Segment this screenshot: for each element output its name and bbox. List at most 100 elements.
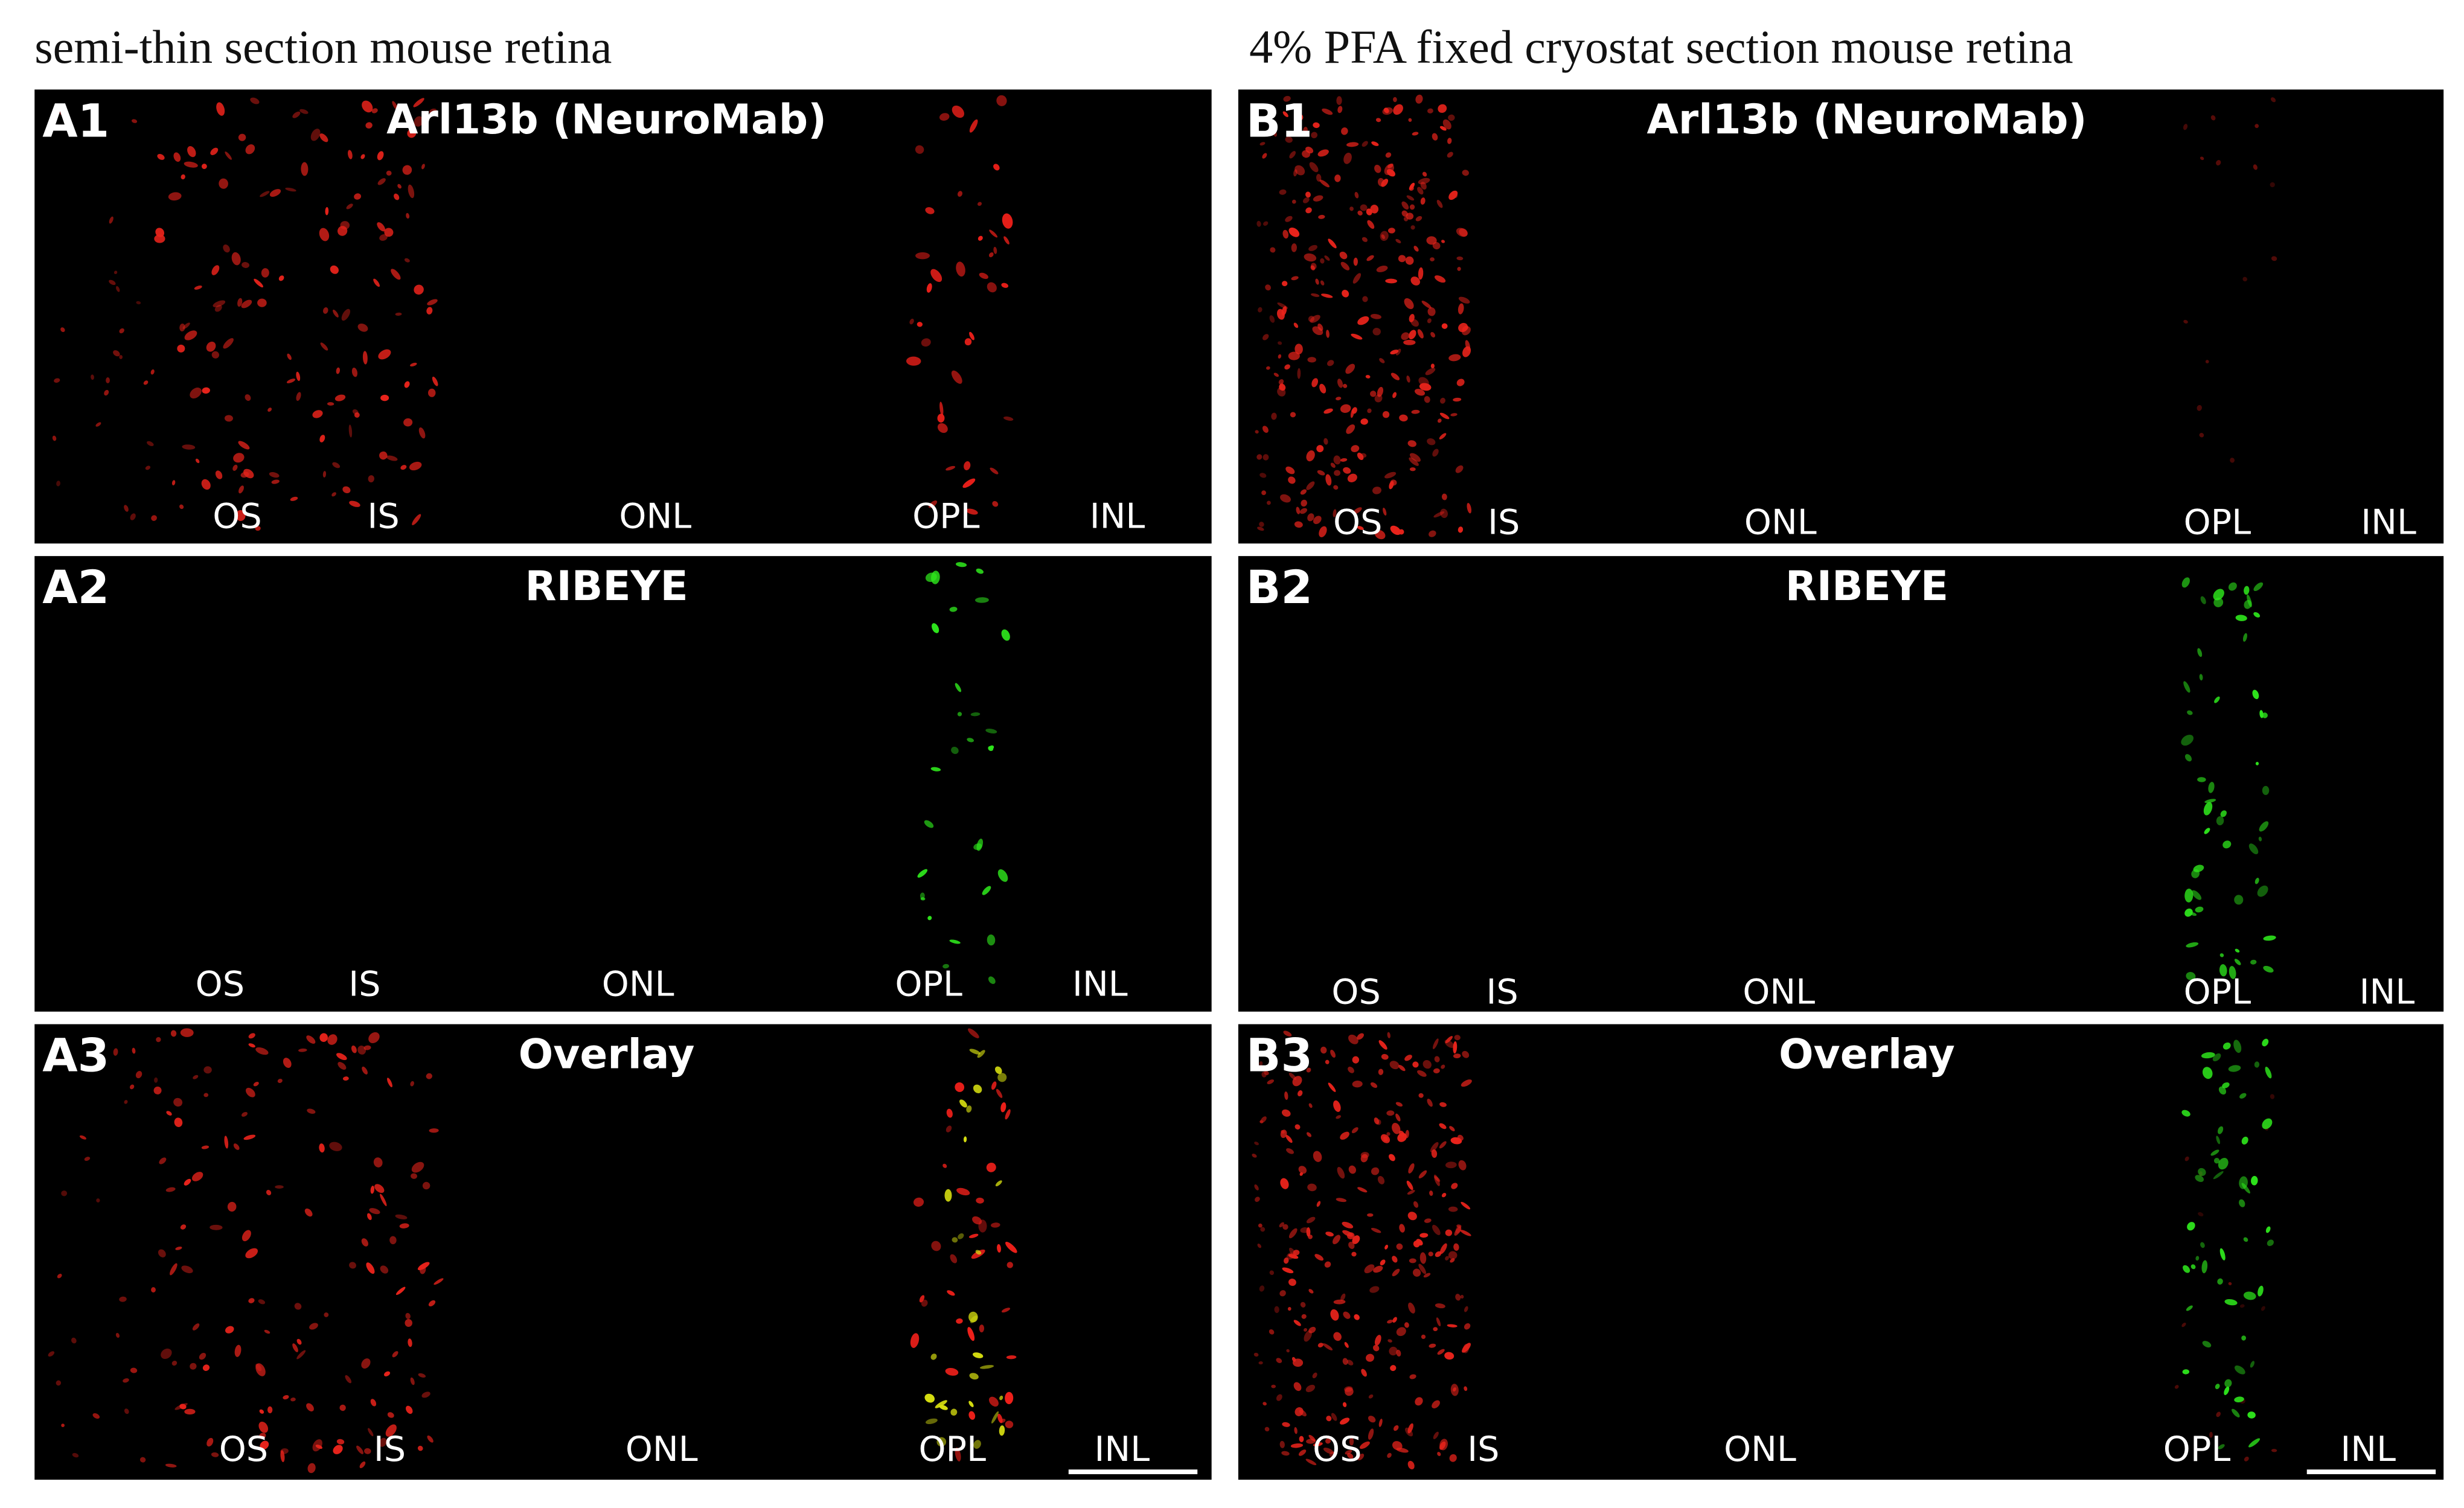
speck (1290, 412, 1296, 418)
speck (1344, 1342, 1349, 1348)
speck (333, 1445, 343, 1454)
speck (370, 1186, 375, 1194)
speck (1417, 187, 1424, 195)
speck (976, 1197, 984, 1204)
speck (1381, 234, 1385, 239)
speck (2253, 164, 2258, 170)
speck (1346, 424, 1355, 434)
speck (2259, 710, 2264, 718)
speck (1352, 1235, 1360, 1244)
speck (1437, 1452, 1441, 1456)
speck (349, 500, 360, 507)
speck (1380, 1134, 1390, 1143)
speck (1262, 153, 1267, 159)
speck (290, 1398, 296, 1402)
speck (1302, 197, 1310, 203)
speck (48, 1351, 55, 1357)
speck (1381, 179, 1389, 187)
speck (2214, 696, 2220, 703)
speck (255, 1363, 266, 1376)
speck (210, 147, 219, 155)
speck (285, 187, 296, 192)
speck (1427, 108, 1433, 113)
panel-label: A3 (42, 1029, 109, 1082)
speck (1392, 1268, 1400, 1277)
speck (1256, 454, 1262, 460)
speck (238, 485, 244, 494)
speck (1429, 530, 1436, 537)
speck (1360, 418, 1368, 425)
speck (952, 1237, 958, 1243)
layer-label: IS (1488, 502, 1520, 543)
speck (60, 327, 65, 333)
speck (2198, 1168, 2206, 1176)
speck (250, 97, 260, 104)
speck (1362, 296, 1368, 302)
speck (243, 1134, 256, 1140)
speck (238, 441, 250, 450)
speck (341, 308, 351, 321)
speck (956, 1187, 970, 1196)
speck (397, 184, 402, 189)
speck (978, 1219, 987, 1233)
speck (354, 193, 362, 200)
speck (1342, 1221, 1354, 1228)
speck (1455, 465, 1464, 473)
speck (143, 380, 149, 385)
speck (246, 1087, 255, 1097)
speck (115, 1333, 120, 1338)
speck (130, 513, 136, 520)
layer-label: INL (2340, 1429, 2396, 1469)
speck (1257, 1244, 1262, 1248)
speck (1372, 487, 1381, 494)
speck (1408, 1163, 1415, 1174)
speck (225, 1326, 234, 1334)
speck (949, 607, 958, 612)
speck (2186, 942, 2199, 948)
speck (924, 820, 934, 828)
speckles (1252, 94, 2277, 540)
speck (1395, 1102, 1403, 1107)
speck (429, 108, 437, 115)
speck (336, 1439, 345, 1445)
speck (1448, 114, 1455, 121)
speck (1433, 1431, 1439, 1439)
speck (956, 261, 965, 277)
layer-label: OPL (2163, 1429, 2231, 1469)
speck (2181, 735, 2194, 746)
speck (330, 265, 339, 274)
speck (267, 1406, 273, 1414)
speck (1289, 1247, 1297, 1257)
speck (1421, 301, 1432, 308)
speck (1445, 1229, 1453, 1236)
speck (982, 886, 991, 895)
speck (1462, 1343, 1471, 1353)
speck (1311, 263, 1317, 270)
speck (1005, 1420, 1014, 1428)
speck (260, 1440, 269, 1450)
speck (109, 280, 116, 286)
panel-label: B3 (1246, 1029, 1313, 1082)
speck (301, 162, 309, 176)
speck (1308, 1289, 1314, 1294)
speck (357, 324, 368, 332)
speck (1284, 1257, 1289, 1264)
speck (206, 1437, 214, 1447)
speck (267, 407, 272, 412)
speck (1348, 1066, 1354, 1073)
speck (224, 1136, 229, 1149)
speckles (2181, 577, 2276, 980)
speck (1285, 466, 1295, 474)
speck (298, 1048, 307, 1052)
speck (271, 479, 280, 484)
speck (1395, 1113, 1401, 1122)
speck (1264, 1071, 1269, 1075)
speck (987, 282, 997, 293)
speck (1353, 257, 1358, 266)
speck (2259, 821, 2269, 832)
speck (1407, 1190, 1415, 1195)
speck (1409, 314, 1415, 322)
speck (1357, 210, 1363, 216)
speck (1311, 293, 1320, 297)
speck (1396, 1349, 1401, 1357)
